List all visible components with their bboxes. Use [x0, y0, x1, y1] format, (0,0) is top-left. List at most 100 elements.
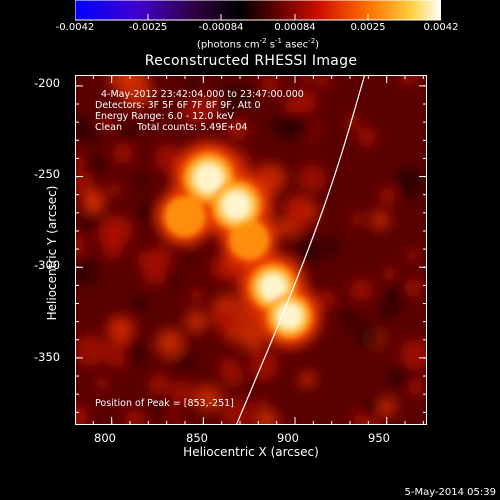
- background-texture-blob: [324, 238, 342, 256]
- background-texture-blob: [379, 187, 397, 205]
- background-texture-blob: [75, 259, 99, 286]
- info-energy-range: Energy Range: 6.0 - 12.0 keV: [95, 111, 234, 122]
- background-texture-blob: [151, 398, 169, 416]
- background-texture-blob: [194, 384, 222, 412]
- info-clean-counts: Clean Total counts: 5.49E+04: [95, 122, 248, 133]
- background-texture-blob: [75, 116, 97, 143]
- background-texture-blob: [227, 119, 249, 141]
- colorbar: [75, 0, 441, 21]
- background-texture-blob: [254, 398, 268, 412]
- y-tick-label: -250: [34, 167, 61, 181]
- y-tick-label: -350: [34, 350, 61, 364]
- heatmap-plot: [75, 75, 427, 425]
- solar-limb-curve: [235, 75, 366, 425]
- background-texture-blob: [183, 246, 198, 261]
- background-texture-blob: [184, 78, 198, 92]
- emission-source-5: [229, 220, 270, 260]
- emission-source-2: [260, 274, 286, 300]
- background-texture-blob: [357, 128, 377, 147]
- colorbar-tick: 0.0025: [350, 22, 386, 33]
- x-axis-label: Heliocentric X (arcsec): [183, 445, 319, 459]
- background-texture-blob: [223, 367, 244, 388]
- colorbar-units: (photons cm-2 s-1 asec-2): [196, 37, 320, 51]
- background-texture-blob: [112, 142, 134, 164]
- background-texture-blob: [382, 267, 397, 281]
- background-texture-blob: [181, 98, 208, 125]
- background-texture-blob: [155, 328, 185, 358]
- y-tick-label: -300: [34, 258, 61, 272]
- background-texture-blob: [254, 409, 280, 425]
- background-texture-blob: [283, 199, 313, 229]
- background-texture-blob: [282, 111, 313, 142]
- background-texture-blob: [387, 362, 415, 390]
- background-texture-blob: [172, 418, 185, 425]
- background-texture-blob: [75, 234, 86, 257]
- colorbar-tick: -0.0025: [128, 22, 168, 33]
- x-tick-label: 800: [94, 431, 116, 445]
- background-texture-blob: [406, 248, 420, 262]
- background-texture-blob: [299, 371, 316, 388]
- background-texture-blob: [123, 341, 147, 366]
- background-texture-blob: [75, 171, 94, 196]
- background-texture-blob: [75, 153, 87, 169]
- background-texture-blob: [189, 288, 204, 303]
- background-texture-blob: [174, 350, 196, 372]
- background-texture-blob: [75, 405, 89, 425]
- background-texture-blob: [107, 182, 122, 197]
- background-texture-blob: [350, 278, 374, 302]
- emission-source-0: [194, 164, 223, 193]
- background-texture-blob: [92, 124, 107, 139]
- background-texture-blob: [221, 398, 252, 425]
- background-texture-blob: [318, 290, 337, 308]
- background-texture-blob: [298, 164, 327, 193]
- background-texture-blob: [165, 272, 180, 288]
- emission-source-4: [164, 196, 206, 237]
- x-tick-label: 950: [368, 431, 390, 445]
- background-texture-blob: [134, 175, 147, 188]
- background-texture-blob: [214, 85, 246, 118]
- background-texture-blob: [212, 306, 240, 334]
- background-texture-blob: [394, 166, 424, 197]
- chart-title: Reconstructed RHESSI Image: [144, 53, 358, 69]
- colorbar-tick: 0.0042: [423, 22, 459, 33]
- background-texture-blob: [249, 351, 279, 381]
- peak-position-label: Position of Peak = [853,-251]: [95, 398, 234, 409]
- info-time-range: 4-May-2012 23:42:04.000 to 23:47:00.000: [101, 89, 304, 100]
- emission-source-3: [277, 304, 302, 329]
- background-texture-blob: [315, 75, 331, 88]
- background-texture-blob: [299, 75, 312, 84]
- background-texture-blob: [341, 309, 358, 326]
- background-texture-blob: [377, 397, 398, 417]
- background-texture-blob: [356, 323, 382, 350]
- background-texture-blob: [170, 380, 195, 405]
- background-texture-blob: [142, 260, 167, 286]
- background-texture-blob: [261, 75, 280, 93]
- background-texture-blob: [378, 300, 399, 320]
- background-texture-blob: [407, 379, 425, 397]
- y-axis-label: Heliocentric Y (arcsec): [45, 185, 59, 321]
- x-tick-label: 850: [186, 431, 208, 445]
- emission-source-1: [222, 191, 250, 220]
- background-texture-blob: [350, 212, 365, 227]
- background-texture-blob: [184, 309, 209, 333]
- background-texture-blob: [241, 328, 265, 353]
- footer-date: 5-May-2014 05:39: [404, 487, 496, 498]
- colorbar-tick: -0.00084: [198, 22, 244, 33]
- background-texture-blob: [370, 210, 391, 230]
- background-texture-blob: [118, 124, 137, 143]
- background-texture-blob: [95, 376, 109, 391]
- background-texture-blob: [110, 316, 135, 341]
- background-texture-blob: [345, 115, 361, 131]
- background-texture-blob: [131, 296, 148, 314]
- background-texture-blob: [108, 75, 136, 93]
- background-texture-blob: [97, 220, 125, 248]
- colorbar-tick: 0.00084: [274, 22, 316, 33]
- info-detectors: Detectors: 3F 5F 6F 7F 8F 9F, Att 0: [95, 100, 261, 111]
- background-texture-blob: [404, 278, 423, 298]
- y-tick-label: -200: [34, 76, 61, 90]
- background-texture-blob: [399, 339, 427, 370]
- plot-frame: [75, 75, 427, 425]
- background-texture-blob: [148, 373, 170, 396]
- background-texture-blob: [75, 334, 107, 367]
- x-tick-label: 900: [277, 431, 299, 445]
